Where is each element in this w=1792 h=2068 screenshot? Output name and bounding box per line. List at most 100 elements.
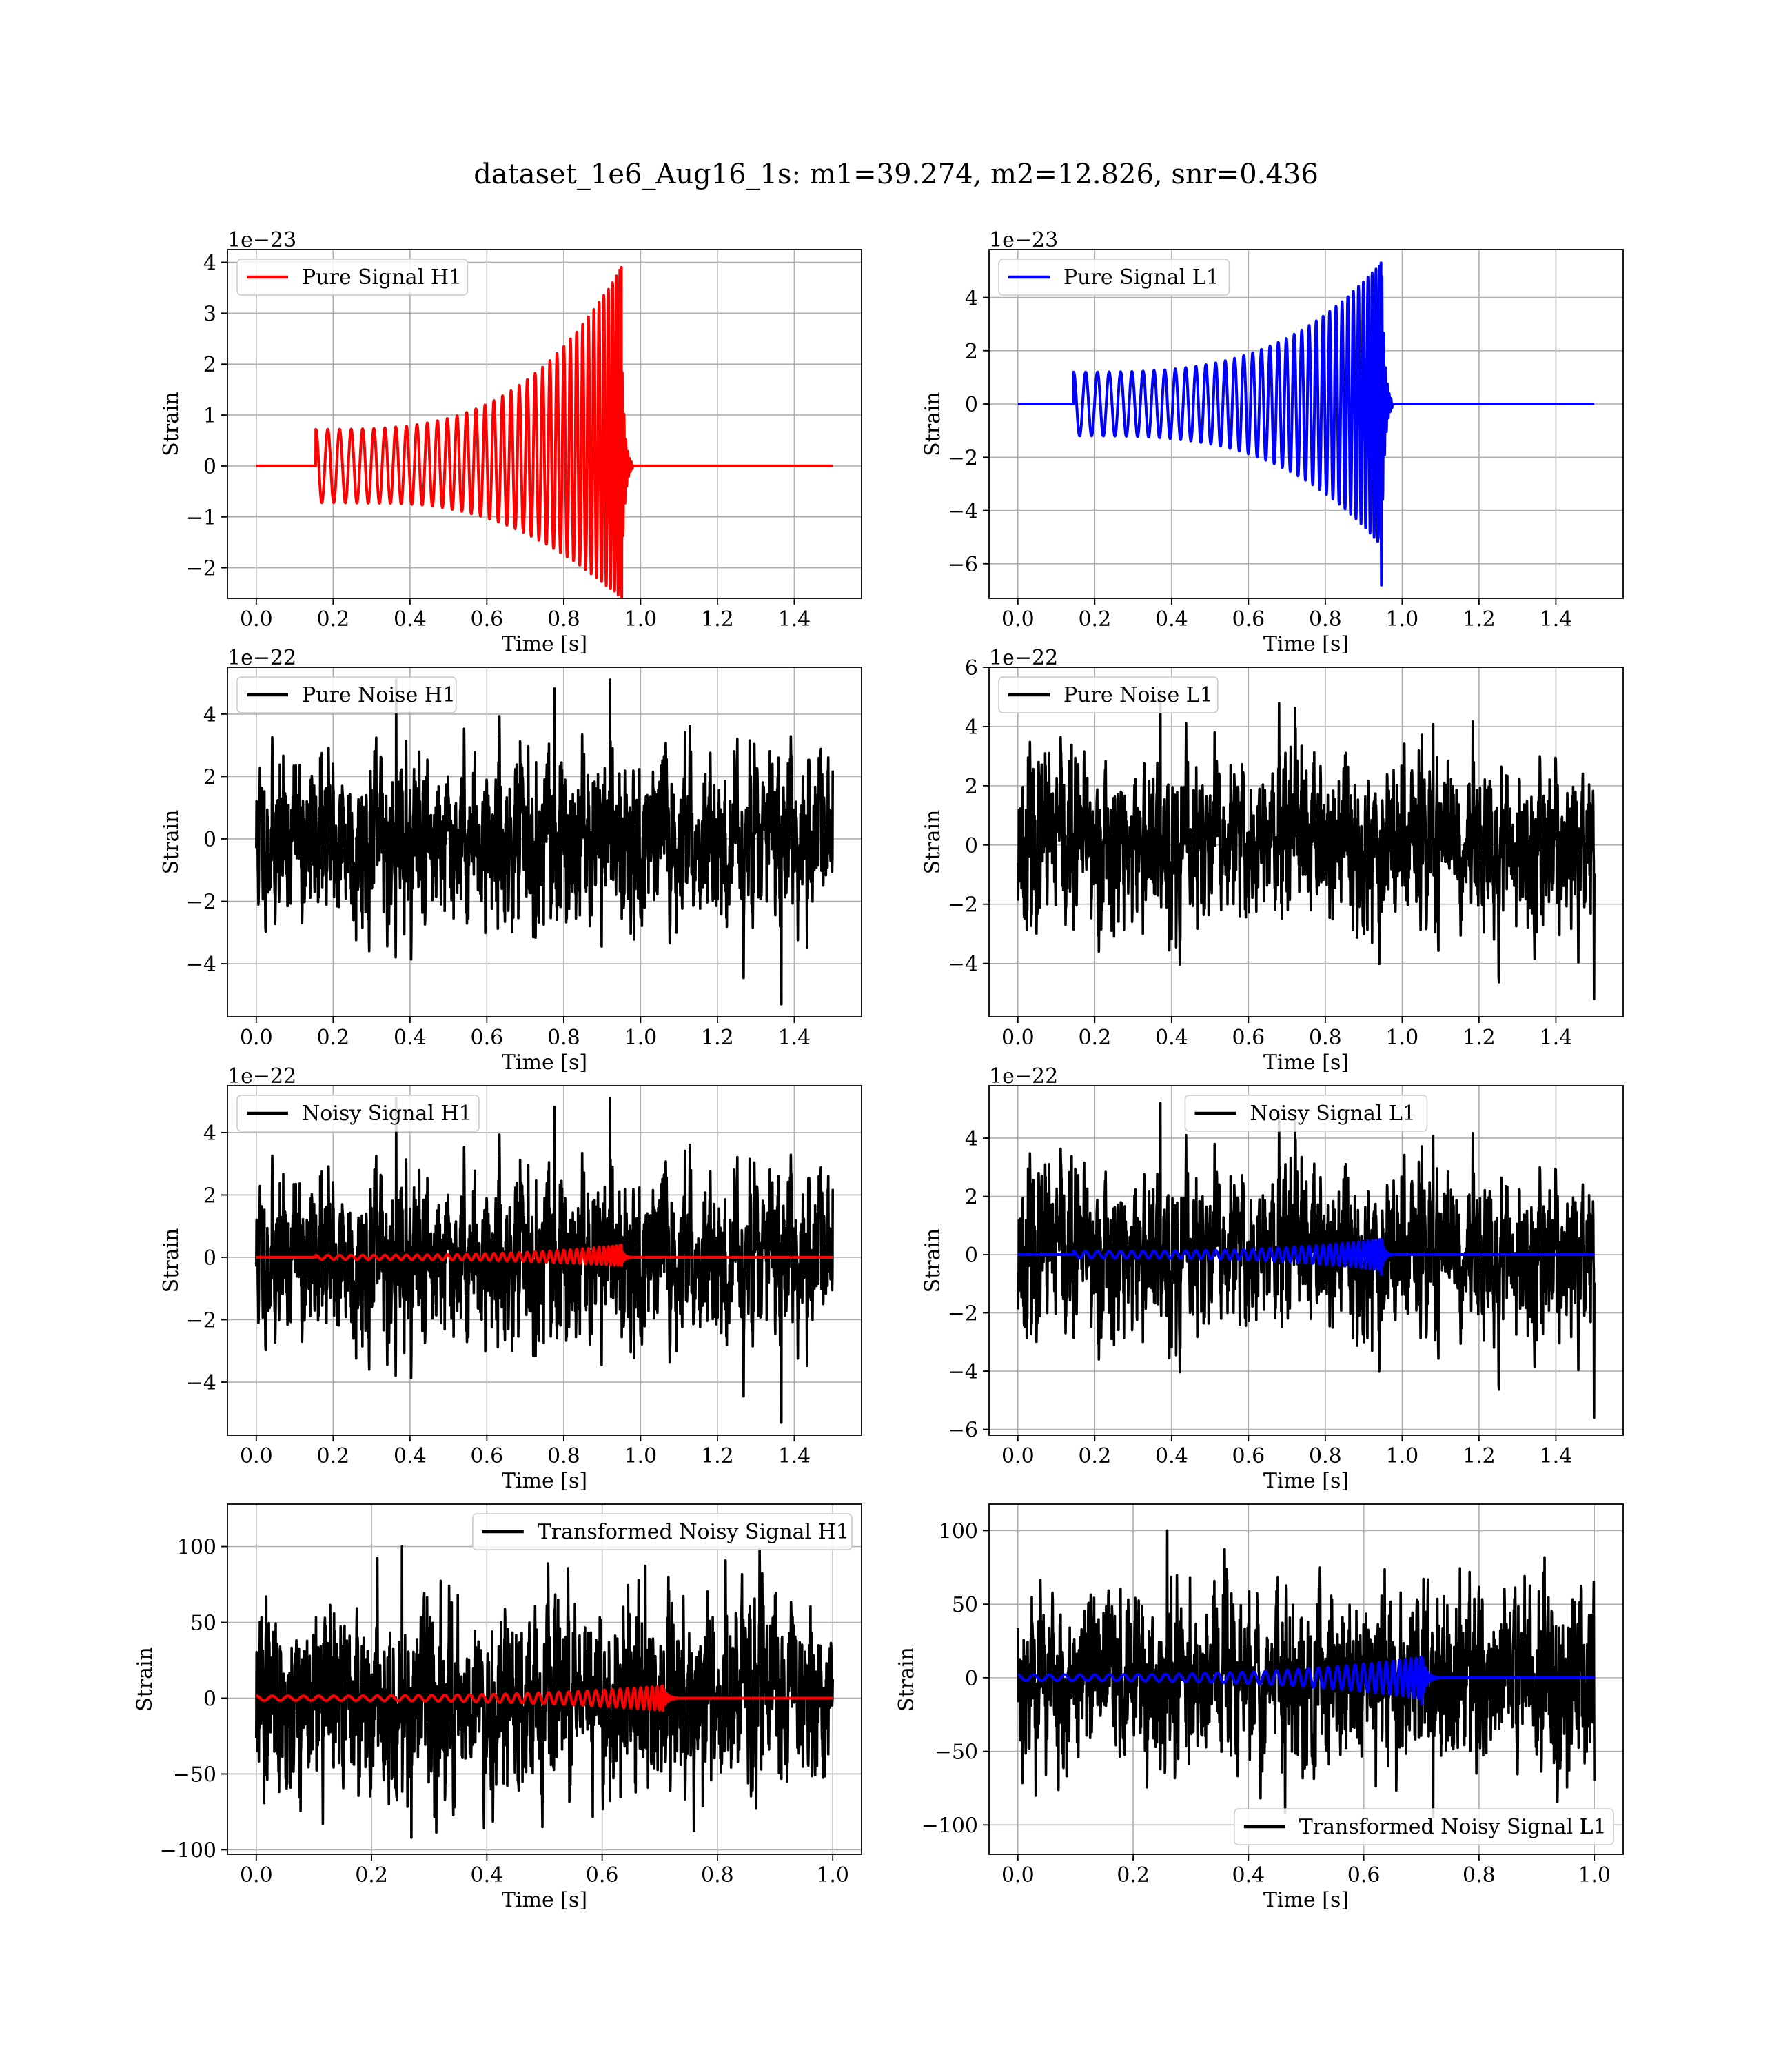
legend: Pure Signal H1 [236,258,469,296]
subplot-pure-noise-l1: 0.0 0.2 0.4 0.6 0.8 1.0 1.2 1.4 −4 −2 0 2 4 6 Time [s]… [921,646,1624,1075]
y-tick-label: 0 [203,455,216,479]
y-tick-label: 0 [203,1246,216,1270]
x-tick-label: 0.6 [1232,1026,1265,1050]
y-tick-label: 0 [965,1244,978,1268]
axes-frame [227,667,862,1017]
axes-frame [227,249,862,599]
y-axis-label: Strain [921,392,945,456]
series-group [255,1545,834,1839]
x-axis-label: Time [s] [1263,632,1349,656]
x-tick-label: 1.2 [701,1026,734,1050]
x-axis-label: Time [s] [502,1469,587,1493]
x-tick-label: 1.0 [624,1444,658,1468]
series-group [1017,689,1596,1000]
subplot-transformed-noisy-signal-l1: 0.0 0.2 0.4 0.6 0.8 1.0 −100 −50 0 50 100 Time [s] S… [895,1503,1624,1912]
y-axis-label: Strain [895,1647,919,1712]
legend-box [998,676,1219,713]
x-tick-label: 1.4 [1540,1026,1573,1050]
x-tick-label: 0.4 [1155,1026,1188,1050]
offset-text: 1e−23 [989,228,1058,252]
y-tick-label: 4 [965,287,978,311]
y-tick-label: −50 [173,1763,216,1787]
legend: Pure Noise L1 [998,676,1219,713]
x-tick-label: 0.8 [547,1444,580,1468]
x-tick-label: 1.0 [1386,1026,1419,1050]
y-axis-label: Strain [133,1647,157,1712]
y-tick-label: −4 [948,500,978,524]
x-tick-label: 0.2 [1117,1863,1150,1887]
subplot-pure-noise-h1: 0.0 0.2 0.4 0.6 0.8 1.0 1.2 1.4 −4 −2 0 2 4 Time [s] S… [159,646,862,1075]
x-tick-label: 0.0 [1001,607,1035,631]
y-tick-label: −100 [160,1838,216,1863]
y-tick-label: 4 [203,703,216,727]
x-tick-label: 0.6 [1232,1444,1265,1468]
series-line-transformed-noisy-signal-l1-overlay-1 [1017,1656,1596,1706]
x-axis-label: Time [s] [502,1051,587,1075]
x-tick-label: 0.0 [240,1026,273,1050]
x-tick-label: 0.4 [394,1026,427,1050]
y-tick-label: −100 [922,1814,978,1838]
y-tick-label: 0 [965,1667,978,1691]
legend-label: Noisy Signal L1 [1250,1102,1416,1126]
x-tick-label: 0.6 [471,1444,504,1468]
y-tick-label: 4 [965,716,978,740]
x-tick-label: 1.0 [1578,1863,1611,1887]
subplot-noisy-signal-l1: 0.0 0.2 0.4 0.6 0.8 1.0 1.2 1.4 −6 −4 −2 0 2 4 Time [s… [921,1064,1624,1493]
y-tick-label: −1 [186,506,216,530]
y-tick-label: 2 [965,775,978,799]
x-tick-label: 1.2 [701,1444,734,1468]
y-tick-label: 100 [939,1519,978,1543]
x-tick-label: 1.2 [701,607,734,631]
x-tick-label: 0.4 [471,1863,504,1887]
offset-text: 1e−23 [227,228,296,252]
series-line-pure-noise-h1 [255,678,834,1006]
subplot-pure-signal-h1: 0.0 0.2 0.4 0.6 0.8 1.0 1.2 1.4 −2 −1 0 1 2 3 4 Time [s… [159,228,862,656]
x-tick-label: 0.4 [1155,607,1188,631]
y-tick-label: −2 [186,1309,216,1333]
x-tick-label: 0.8 [1309,1026,1342,1050]
y-tick-label: 4 [203,251,216,275]
offset-text: 1e−22 [227,646,296,670]
x-tick-label: 0.0 [1001,1026,1035,1050]
y-tick-label: 50 [190,1612,216,1636]
x-tick-label: 0.2 [1078,1026,1111,1050]
x-tick-label: 1.2 [1463,1444,1496,1468]
axes-frame [988,1085,1624,1436]
offset-text: 1e−22 [989,646,1058,670]
x-tick-label: 0.2 [355,1863,388,1887]
x-tick-label: 0.8 [547,607,580,631]
y-tick-label: 0 [203,828,216,852]
x-tick-label: 0.2 [1078,1444,1111,1468]
x-axis-label: Time [s] [502,632,587,656]
legend-label: Pure Noise L1 [1063,683,1213,707]
x-tick-label: 0.6 [1232,607,1265,631]
x-tick-label: 1.4 [1540,607,1573,631]
y-tick-label: −4 [186,953,216,977]
y-axis-label: Strain [159,810,183,875]
axes-frame [988,249,1624,599]
series-line-noisy-signal-h1 [255,1097,834,1424]
x-tick-label: 0.8 [547,1026,580,1050]
series-group [1017,1102,1596,1419]
legend-label: Transformed Noisy Signal H1 [538,1520,849,1544]
y-tick-label: 4 [965,1127,978,1151]
y-axis-label: Strain [159,392,183,456]
series-line-noisy-signal-l1 [1017,1102,1596,1419]
y-tick-label: −2 [948,446,978,470]
legend-box [1234,1808,1614,1845]
x-tick-label: 1.0 [624,607,658,631]
x-tick-label: 1.4 [778,607,811,631]
legend-label: Noisy Signal H1 [302,1102,472,1126]
axes-frame [227,1503,862,1855]
y-tick-label: 2 [203,1184,216,1208]
offset-text: 1e−22 [989,1064,1058,1088]
legend: Noisy Signal L1 [1184,1095,1428,1132]
series-group [1017,261,1596,587]
legend-box [1184,1095,1428,1132]
series-line-pure-signal-l1 [1017,261,1596,587]
series-group [1017,1529,1596,1819]
x-tick-label: 0.4 [394,1444,427,1468]
x-tick-label: 0.6 [1347,1863,1381,1887]
